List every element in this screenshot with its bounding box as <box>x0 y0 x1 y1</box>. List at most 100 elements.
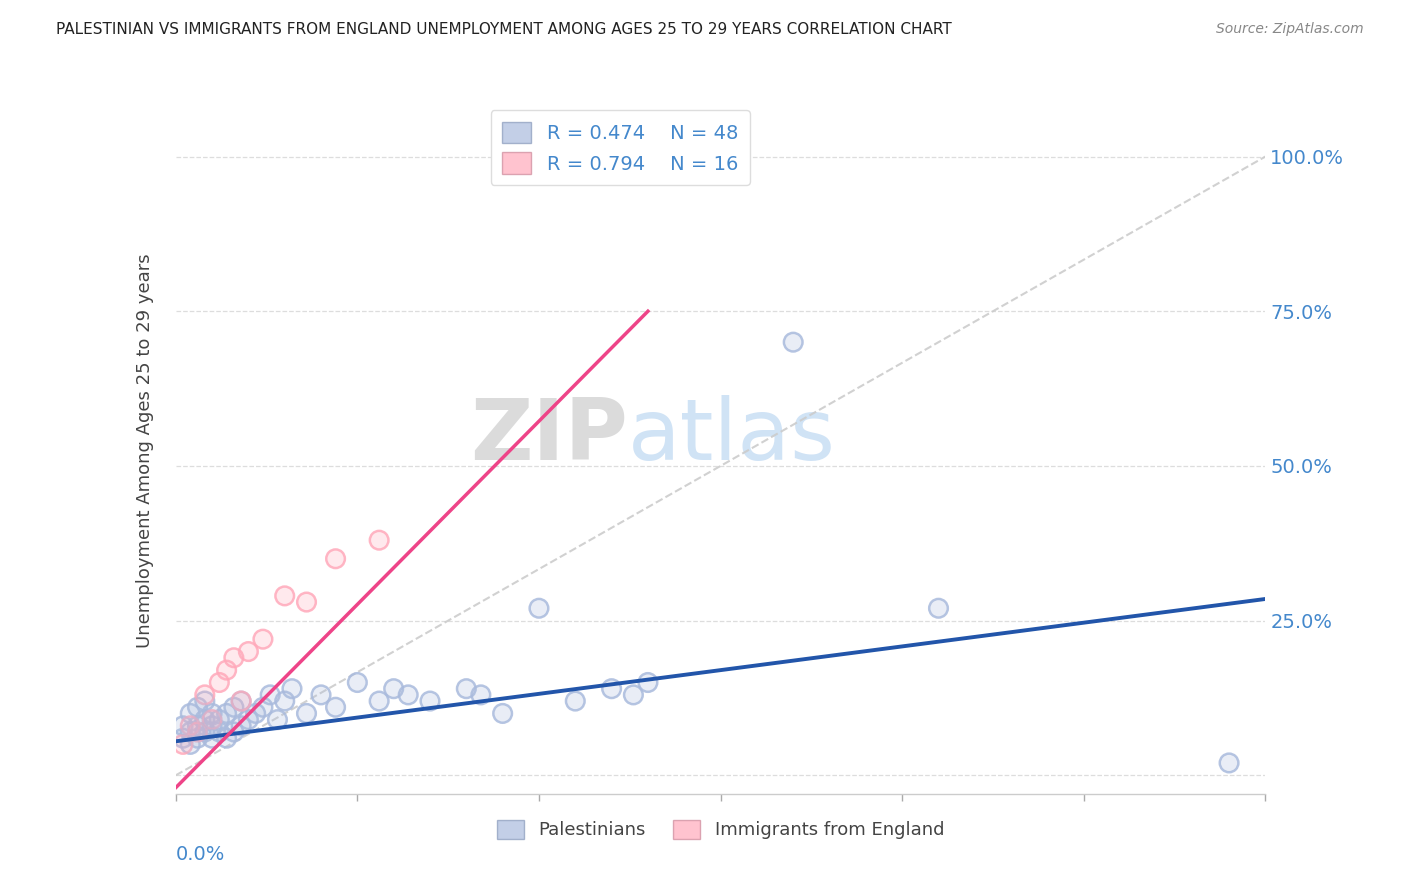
Point <box>201 731 224 746</box>
Point <box>252 632 274 647</box>
Point <box>928 601 950 615</box>
Point <box>259 688 281 702</box>
Point <box>637 137 659 152</box>
Point <box>396 688 419 702</box>
Point <box>274 589 297 603</box>
Point <box>637 675 659 690</box>
Point <box>274 694 297 708</box>
Point <box>295 595 318 609</box>
Point <box>194 713 217 727</box>
Point <box>456 681 478 696</box>
Point <box>179 725 201 739</box>
Point <box>252 700 274 714</box>
Point <box>492 706 515 721</box>
Point <box>245 706 267 721</box>
Point <box>194 713 217 727</box>
Point <box>238 644 260 658</box>
Point <box>179 738 201 752</box>
Point <box>470 688 492 702</box>
Point <box>194 694 217 708</box>
Point <box>245 706 267 721</box>
Point <box>186 731 209 746</box>
Point <box>208 713 231 727</box>
Point <box>527 601 550 615</box>
Point <box>266 713 288 727</box>
Point <box>179 725 201 739</box>
Point <box>201 713 224 727</box>
Point <box>266 713 288 727</box>
Point <box>238 644 260 658</box>
Point <box>637 675 659 690</box>
Text: ZIP: ZIP <box>470 395 628 478</box>
Point <box>172 731 194 746</box>
Point <box>231 694 253 708</box>
Point <box>295 706 318 721</box>
Point <box>238 713 260 727</box>
Point <box>382 681 405 696</box>
Point <box>325 551 347 566</box>
Point <box>325 700 347 714</box>
Point <box>194 725 217 739</box>
Point <box>295 595 318 609</box>
Y-axis label: Unemployment Among Ages 25 to 29 years: Unemployment Among Ages 25 to 29 years <box>136 253 155 648</box>
Point <box>222 700 245 714</box>
Point <box>215 731 238 746</box>
Point <box>172 738 194 752</box>
Point <box>201 719 224 733</box>
Point <box>621 688 644 702</box>
Point <box>274 589 297 603</box>
Point <box>179 719 201 733</box>
Point <box>637 137 659 152</box>
Point <box>564 694 586 708</box>
Point <box>208 725 231 739</box>
Point <box>600 681 623 696</box>
Point <box>208 675 231 690</box>
Point <box>201 706 224 721</box>
Point <box>564 694 586 708</box>
Point <box>621 688 644 702</box>
Point <box>186 725 209 739</box>
Point <box>179 738 201 752</box>
Point <box>259 688 281 702</box>
Point <box>208 713 231 727</box>
Point <box>215 731 238 746</box>
Point <box>201 731 224 746</box>
Point <box>201 719 224 733</box>
Point <box>231 719 253 733</box>
Point <box>368 533 391 548</box>
Point <box>222 700 245 714</box>
Point <box>215 706 238 721</box>
Point <box>172 719 194 733</box>
Point <box>201 713 224 727</box>
Point <box>222 725 245 739</box>
Point <box>222 725 245 739</box>
Point <box>194 688 217 702</box>
Point <box>274 694 297 708</box>
Point <box>194 688 217 702</box>
Point <box>368 533 391 548</box>
Point <box>281 681 304 696</box>
Point <box>1218 756 1240 770</box>
Point <box>309 688 332 702</box>
Point <box>215 706 238 721</box>
Point <box>179 706 201 721</box>
Point <box>231 694 253 708</box>
Text: 0.0%: 0.0% <box>176 846 225 864</box>
Point <box>179 706 201 721</box>
Point <box>194 725 217 739</box>
Point <box>470 688 492 702</box>
Point <box>215 663 238 677</box>
Point <box>419 694 441 708</box>
Point <box>309 688 332 702</box>
Point <box>600 681 623 696</box>
Point <box>295 706 318 721</box>
Point <box>368 694 391 708</box>
Point <box>368 694 391 708</box>
Point <box>492 706 515 721</box>
Point <box>456 681 478 696</box>
Point <box>782 335 804 350</box>
Point <box>222 650 245 665</box>
Point <box>186 719 209 733</box>
Point <box>231 694 253 708</box>
Point <box>252 700 274 714</box>
